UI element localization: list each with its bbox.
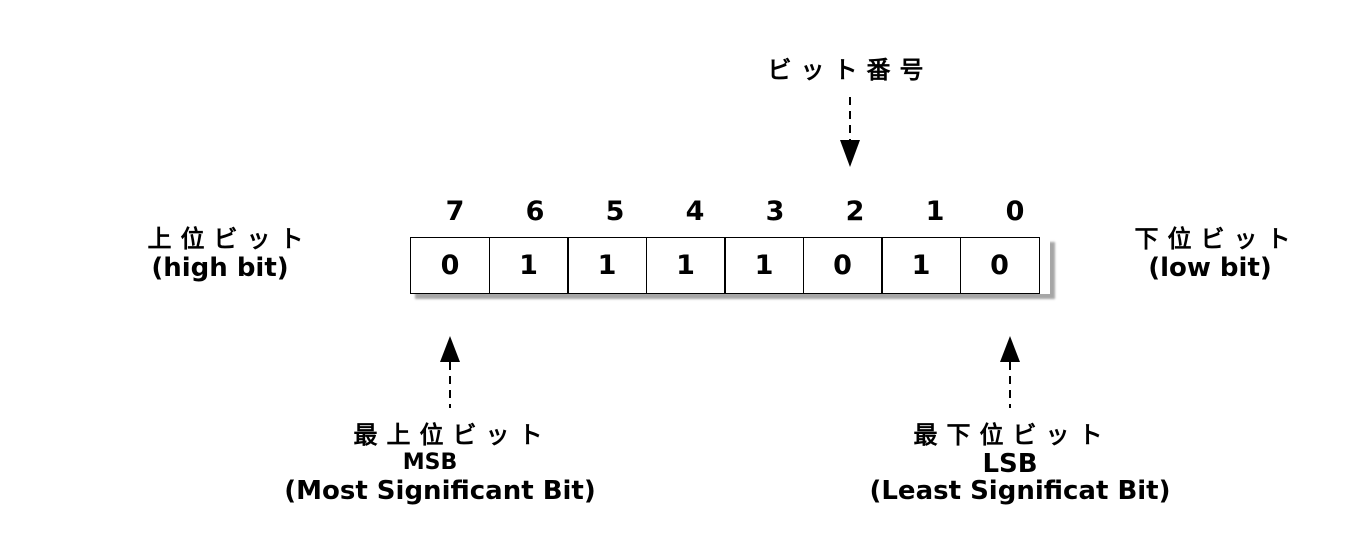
lsb-arrow [1000,336,1020,408]
bit-index-6: 6 [525,196,545,227]
msb-abbr-label: MSB [402,450,458,475]
msb-jp-label: 最上位ビット [353,421,552,449]
bit-index-2: 2 [845,196,865,227]
bit-index-4: 4 [685,196,705,227]
bit-index-7: 7 [445,196,465,227]
low-bit-jp-label: 下位ビット [1134,225,1300,253]
bit-cell-1: 1 [881,237,961,294]
bit-number-arrow [840,97,860,167]
high-bit-jp-label: 上位ビット [147,225,313,253]
lsb-full-label: (Least Significat Bit) [869,476,1171,506]
bit-cell-5: 1 [567,237,647,294]
bit-cell-3: 1 [724,237,804,294]
high-bit-en-label: (high bit) [151,253,289,283]
lsb-abbr-label: LSB [982,449,1038,479]
bit-number-label: ビット番号 [767,56,933,84]
msb-full-label: (Most Significant Bit) [284,476,596,506]
bit-index-1: 1 [925,196,945,227]
bit-register: 0 1 1 1 1 0 1 0 [410,237,1050,294]
bit-cell-0: 0 [959,237,1040,294]
msb-arrow [440,336,460,408]
bit-cell-4: 1 [645,237,726,294]
low-bit-en-label: (low bit) [1148,253,1272,283]
lsb-jp-label: 最下位ビット [913,421,1112,449]
bit-index-3: 3 [765,196,785,227]
bit-cell-7: 0 [410,237,490,294]
bit-index-0: 0 [1005,196,1025,227]
bit-cell-2: 0 [802,237,883,294]
bit-index-5: 5 [605,196,625,227]
bit-cell-6: 1 [488,237,569,294]
